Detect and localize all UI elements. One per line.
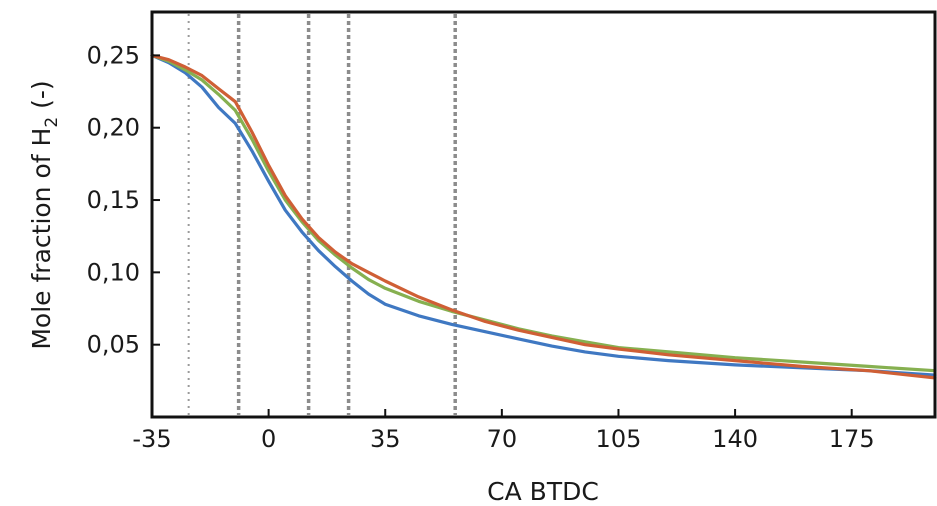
series-line-2: [150, 53, 937, 373]
x-tick-label: 140: [712, 425, 758, 453]
y-axis-label-subscript: 2: [42, 117, 62, 128]
series-layer: [150, 53, 937, 380]
x-tick-label: 175: [829, 425, 875, 453]
y-tick-label: 0,20: [87, 114, 140, 142]
y-axis-label-main: Mole fraction of H: [27, 128, 56, 350]
x-tick-label: 70: [487, 425, 518, 453]
y-tick-label: 0,10: [87, 258, 140, 286]
y-axis-ticks: 0,05 0,10 0,15 0,20 0,25: [87, 41, 160, 359]
series-line-3: [150, 53, 937, 380]
plot-frame: [150, 10, 937, 419]
series-line-1: [150, 53, 937, 377]
x-tick-label: 105: [596, 425, 642, 453]
reference-lines: [187, 14, 457, 415]
x-tick-label: 0: [261, 425, 276, 453]
x-tick-label: -35: [132, 425, 171, 453]
y-tick-label: 0,05: [87, 331, 140, 359]
y-axis-label-suffix: (-): [27, 80, 56, 116]
x-axis-ticks: -35 0 35 70 105 140 175: [132, 409, 875, 453]
x-axis-label: CA BTDC: [487, 477, 599, 506]
x-tick-label: 35: [370, 425, 401, 453]
y-tick-label: 0,25: [87, 41, 140, 69]
y-tick-label: 0,15: [87, 186, 140, 214]
y-axis-label: Mole fraction of H2 (-): [27, 80, 62, 349]
